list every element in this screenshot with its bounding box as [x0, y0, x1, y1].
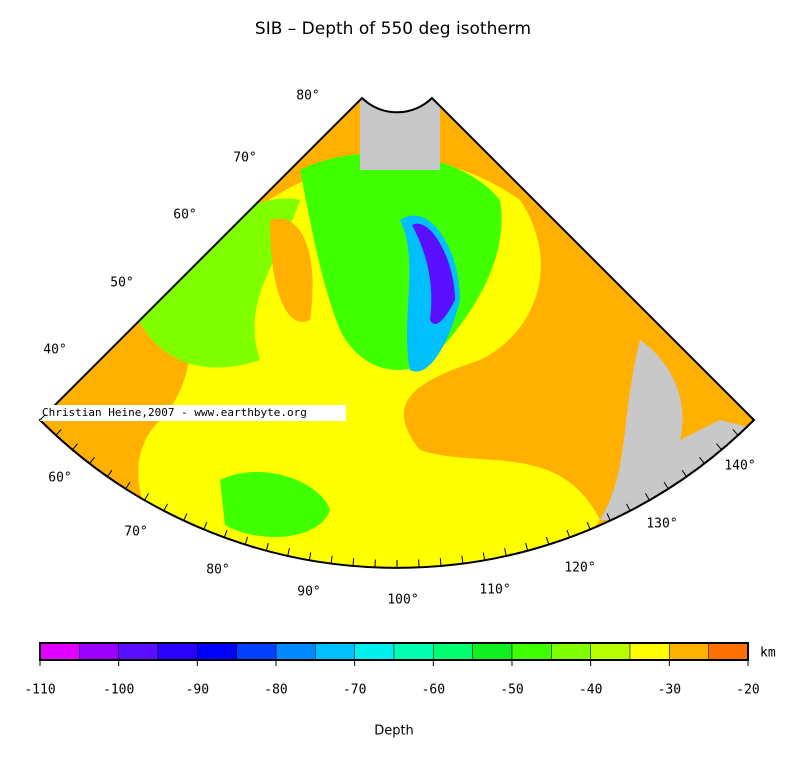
colorbar-frame	[39, 642, 749, 661]
frame-tick	[89, 456, 95, 464]
frame-tick	[330, 555, 333, 564]
latitude-label: 80°	[296, 89, 319, 104]
colorbar-segment	[393, 642, 434, 661]
frame-tick	[748, 414, 755, 421]
frame-tick	[106, 469, 113, 477]
frame-tick	[525, 542, 529, 551]
frame-tick	[144, 493, 149, 501]
longitude-label: 70°	[124, 525, 147, 540]
colorbar-segment	[669, 642, 709, 661]
colorbar-segment	[590, 642, 631, 661]
colorbar-tick-label: -90	[186, 683, 209, 698]
frame-tick	[645, 493, 650, 501]
longitude-label: 80°	[206, 563, 229, 578]
colorbar-tick-label: -80	[264, 683, 287, 698]
colorbar-segment	[354, 642, 395, 661]
frame-tick	[308, 552, 312, 561]
colorbar-segment	[629, 642, 670, 661]
frame-tick	[39, 414, 46, 421]
colorbar-tick-label: -60	[422, 683, 445, 698]
colorbar-segment	[39, 642, 80, 661]
frame-tick	[461, 555, 464, 564]
frame-tick	[545, 536, 550, 545]
depth-map	[40, 98, 754, 568]
colorbar-tick-label: -50	[500, 683, 523, 698]
frame-tick	[163, 503, 168, 512]
colorbar-segment	[433, 642, 473, 661]
longitude-label: 130°	[646, 517, 677, 532]
longitude-label: 120°	[564, 561, 595, 576]
colorbar-tick-label: -20	[736, 683, 759, 698]
frame-tick	[606, 513, 611, 521]
watermark: Christian Heine,2007 - www.earthbyte.org	[42, 406, 307, 419]
colorbar-label: Depth	[374, 724, 414, 739]
frame-tick	[732, 429, 739, 436]
frame-tick	[183, 513, 188, 521]
longitude-label: 140°	[724, 459, 755, 474]
colorbar-tick-label: -110	[24, 683, 55, 698]
frame-tick	[72, 443, 78, 451]
colorbar-segment	[511, 642, 552, 661]
colorbar-segment	[157, 642, 198, 661]
watermark-box	[40, 405, 346, 421]
frame-tick	[223, 529, 228, 538]
frame-tick	[716, 443, 722, 451]
colorbar-segment	[197, 642, 237, 661]
frame-tick	[203, 521, 208, 530]
colorbar-tick-label: -30	[658, 683, 681, 698]
frame-tick	[482, 552, 486, 561]
colorbar-tick-label: -40	[579, 683, 602, 698]
colorbar-segment	[551, 642, 591, 661]
colorbar-tick-label: -70	[343, 683, 366, 698]
map-frame	[38, 96, 756, 569]
colorbar-unit: km	[760, 646, 776, 661]
latitude-label: 50°	[110, 276, 133, 291]
colorbar-segment	[275, 642, 316, 661]
colorbar-segment	[79, 642, 119, 661]
frame-tick	[626, 503, 631, 512]
frame-tick	[244, 536, 249, 545]
frame-tick	[125, 481, 131, 490]
frame-tick	[352, 558, 355, 567]
frame-tick	[265, 542, 269, 551]
colorbar-segment	[236, 642, 277, 661]
longitude-label: 60°	[48, 471, 71, 486]
frame-tick	[287, 548, 290, 557]
longitude-label: 110°	[479, 583, 510, 598]
longitude-label: 100°	[387, 593, 418, 608]
frame-tick	[566, 529, 571, 538]
colorbar-tick-label: -100	[103, 683, 134, 698]
frame-tick	[439, 558, 442, 567]
colorbar-segment	[315, 642, 355, 661]
longitude-label: 90°	[297, 585, 320, 600]
frame-tick	[55, 429, 62, 436]
frame-tick	[504, 548, 507, 557]
frame-tick	[586, 521, 591, 530]
colorbar-segment	[708, 642, 749, 661]
title: SIB – Depth of 550 deg isotherm	[255, 19, 531, 39]
frame-tick	[699, 456, 705, 464]
latitude-label: 40°	[43, 343, 66, 358]
colorbar-segment	[472, 642, 513, 661]
colorbar-segment	[118, 642, 159, 661]
latitude-label: 70°	[233, 151, 256, 166]
latitude-label: 60°	[173, 208, 196, 223]
frame-tick	[663, 481, 669, 490]
frame-tick	[681, 469, 688, 477]
